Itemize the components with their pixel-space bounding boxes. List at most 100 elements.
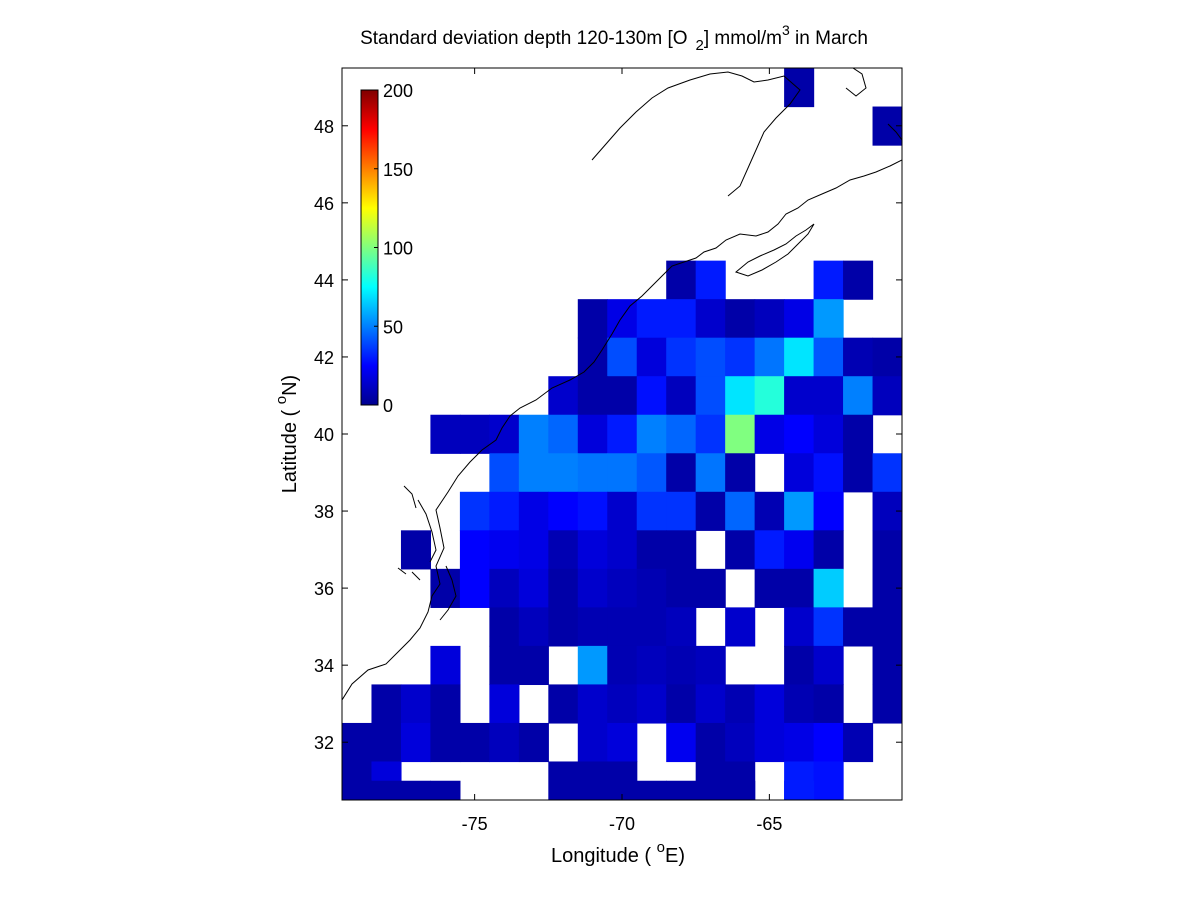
heatmap-cell bbox=[636, 645, 667, 686]
x-tick-label: -65 bbox=[756, 814, 782, 834]
coastline-newfoundland bbox=[845, 68, 902, 141]
y-tick-label: 32 bbox=[314, 733, 334, 753]
heatmap-cell bbox=[813, 299, 844, 339]
heatmap-cell bbox=[577, 761, 608, 800]
heatmap-cell bbox=[754, 568, 785, 608]
heatmap-cell bbox=[400, 780, 432, 800]
heatmap-cell bbox=[636, 453, 667, 493]
y-axis-label-pre: Latitude ( bbox=[279, 404, 301, 493]
coastline-carolina-sounds bbox=[397, 565, 457, 621]
y-tick-label: 38 bbox=[314, 502, 334, 522]
heatmap-cell bbox=[666, 645, 697, 686]
heatmap-cell bbox=[784, 684, 815, 724]
heatmap-cell bbox=[636, 530, 667, 570]
heatmap-cell bbox=[695, 414, 726, 454]
heatmap-cell bbox=[371, 722, 402, 763]
heatmap-cell bbox=[666, 491, 697, 531]
heatmap-cell bbox=[666, 607, 697, 647]
y-axis-label-degree: o bbox=[273, 396, 290, 404]
heatmap-cell bbox=[636, 337, 667, 377]
heatmap-cell bbox=[518, 645, 549, 686]
heatmap-cell bbox=[548, 530, 579, 570]
heatmap-cell bbox=[666, 453, 697, 493]
heatmap-cell bbox=[548, 491, 579, 531]
heatmap-cell bbox=[695, 761, 726, 800]
heatmap-cell bbox=[784, 68, 815, 108]
heatmap-cells bbox=[342, 68, 902, 800]
heatmap-cell bbox=[518, 453, 549, 493]
heatmap-cell bbox=[666, 337, 697, 377]
heatmap-cell bbox=[872, 607, 902, 647]
heatmap-cell bbox=[577, 645, 608, 686]
heatmap-cell bbox=[577, 607, 608, 647]
heatmap-cell bbox=[725, 530, 756, 570]
heatmap-cell bbox=[843, 722, 874, 763]
heatmap-cell bbox=[548, 568, 579, 608]
heatmap-cell bbox=[754, 376, 785, 416]
coastline-overlay bbox=[342, 68, 902, 701]
heatmap-cell bbox=[518, 568, 549, 608]
heatmap-cell bbox=[489, 607, 520, 647]
colorbar-tick-label: 150 bbox=[383, 160, 413, 180]
heatmap-cell bbox=[754, 491, 785, 531]
y-tick-label: 34 bbox=[314, 656, 334, 676]
heatmap-cell bbox=[784, 337, 815, 377]
x-axis-label-pre: Longitude ( bbox=[551, 845, 657, 867]
heatmap-cell bbox=[784, 530, 815, 570]
heatmap-cell bbox=[636, 491, 667, 531]
coastline-gulf-st-lawrence bbox=[591, 71, 801, 197]
heatmap-cell bbox=[548, 376, 579, 416]
heatmap-cell bbox=[666, 684, 697, 724]
colorbar-tick-label: 0 bbox=[383, 396, 393, 416]
y-axis: 32 34 36 38 40 42 44 46 48 bbox=[314, 117, 902, 753]
heatmap-cell bbox=[666, 568, 697, 608]
heatmap-cell bbox=[607, 491, 638, 531]
heatmap-cell bbox=[843, 607, 874, 647]
heatmap-cell bbox=[371, 684, 402, 724]
heatmap-cell bbox=[607, 722, 638, 763]
heatmap-cell bbox=[843, 376, 874, 416]
heatmap-cell bbox=[636, 414, 667, 454]
heatmap-cell bbox=[813, 645, 844, 686]
heatmap-cell bbox=[607, 761, 638, 800]
heatmap-cell bbox=[813, 530, 844, 570]
heatmap-cell bbox=[518, 530, 549, 570]
heatmap-cell bbox=[813, 607, 844, 647]
heatmap-cell bbox=[784, 645, 815, 686]
heatmap-cell bbox=[489, 491, 520, 531]
heatmap-cell bbox=[577, 684, 608, 724]
y-tick-label: 48 bbox=[314, 117, 334, 137]
heatmap-cell bbox=[577, 453, 608, 493]
heatmap-cell bbox=[636, 376, 667, 416]
heatmap-cell bbox=[577, 376, 608, 416]
heatmap-cell bbox=[577, 568, 608, 608]
heatmap-cell bbox=[813, 260, 844, 300]
heatmap-cell bbox=[459, 722, 490, 763]
heatmap-cell bbox=[754, 337, 785, 377]
heatmap-cell bbox=[489, 645, 520, 686]
heatmap-cell bbox=[518, 414, 549, 454]
heatmap-cell bbox=[695, 568, 726, 608]
heatmap-cell bbox=[784, 299, 815, 339]
heatmap-cell bbox=[430, 722, 461, 763]
heatmap-cell bbox=[695, 453, 726, 493]
heatmap-cell bbox=[784, 568, 815, 608]
heatmap-cell bbox=[784, 607, 815, 647]
chart-title-end: in March bbox=[790, 28, 868, 49]
heatmap-cell bbox=[754, 530, 785, 570]
chart-title-superscript: 3 bbox=[782, 22, 790, 38]
chart-title-mid: ] mmol/m bbox=[704, 28, 782, 49]
heatmap-cell bbox=[459, 530, 490, 570]
heatmap-cell bbox=[872, 530, 902, 570]
heatmap-cell bbox=[548, 414, 579, 454]
y-tick-label: 40 bbox=[314, 425, 334, 445]
heatmap-cell bbox=[666, 722, 697, 763]
y-tick-label: 42 bbox=[314, 348, 334, 368]
heatmap-cell bbox=[725, 722, 756, 763]
coastline-nova-scotia bbox=[734, 223, 815, 277]
y-tick-label: 46 bbox=[314, 194, 334, 214]
heatmap-cell bbox=[548, 607, 579, 647]
heatmap-cell bbox=[843, 414, 874, 454]
heatmap-cell bbox=[607, 337, 638, 377]
heatmap-cell bbox=[695, 299, 726, 339]
